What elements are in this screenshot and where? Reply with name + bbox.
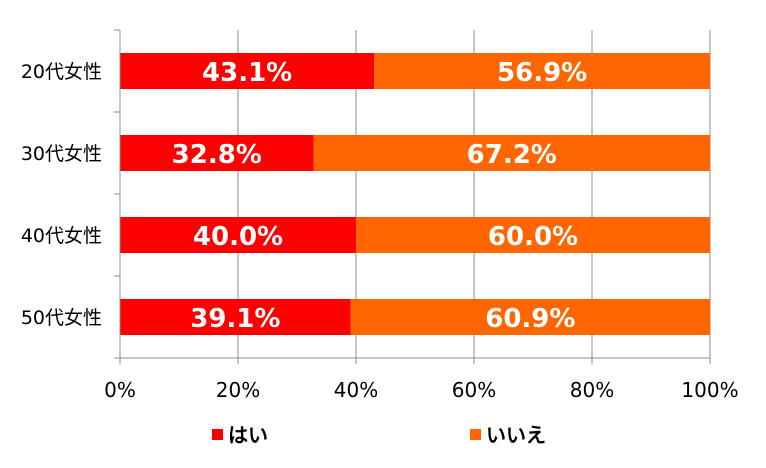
x-tick-label: 80% <box>570 378 614 402</box>
bar <box>120 53 375 89</box>
bar-data-label: 60.9% <box>485 304 575 334</box>
bar-data-label: 60.0% <box>488 222 578 252</box>
bar-data-label: 56.9% <box>497 58 587 88</box>
legend-swatch <box>470 429 481 440</box>
bar <box>120 299 351 335</box>
bar <box>350 299 710 335</box>
x-tick-label: 20% <box>216 378 260 402</box>
x-tick-label: 60% <box>452 378 496 402</box>
x-tick-label: 0% <box>104 378 136 402</box>
bar-data-label: 39.1% <box>190 304 280 334</box>
category-label: 20代女性 <box>21 61 102 83</box>
category-label: 30代女性 <box>21 143 102 165</box>
legend: はい いいえ <box>212 423 546 447</box>
bar-data-label: 43.1% <box>202 58 292 88</box>
bar-data-label: 40.0% <box>193 222 283 252</box>
bar-data-label: 67.2% <box>467 140 557 170</box>
bars <box>120 53 710 335</box>
legend-label: はい <box>228 423 268 447</box>
category-label: 50代女性 <box>21 307 102 329</box>
category-label: 40代女性 <box>21 225 102 247</box>
legend-swatch <box>212 429 223 440</box>
x-tick-labels: 0% 20% 40% 60% 80% 100% <box>104 378 738 402</box>
bar <box>374 53 710 89</box>
bar <box>120 217 356 253</box>
x-tick-label: 100% <box>681 378 738 402</box>
bar <box>313 135 710 171</box>
bar <box>356 217 710 253</box>
legend-label: いいえ <box>486 423 546 447</box>
bar-data-label: 32.8% <box>172 140 262 170</box>
category-labels: 20代女性 30代女性 40代女性 50代女性 <box>21 61 102 329</box>
data-labels: 43.1% 56.9% 32.8% 67.2% 40.0% 60.0% 39.1% 60.9% <box>172 58 588 334</box>
x-tick-label: 40% <box>334 378 378 402</box>
axes <box>114 29 711 364</box>
bar <box>120 135 314 171</box>
